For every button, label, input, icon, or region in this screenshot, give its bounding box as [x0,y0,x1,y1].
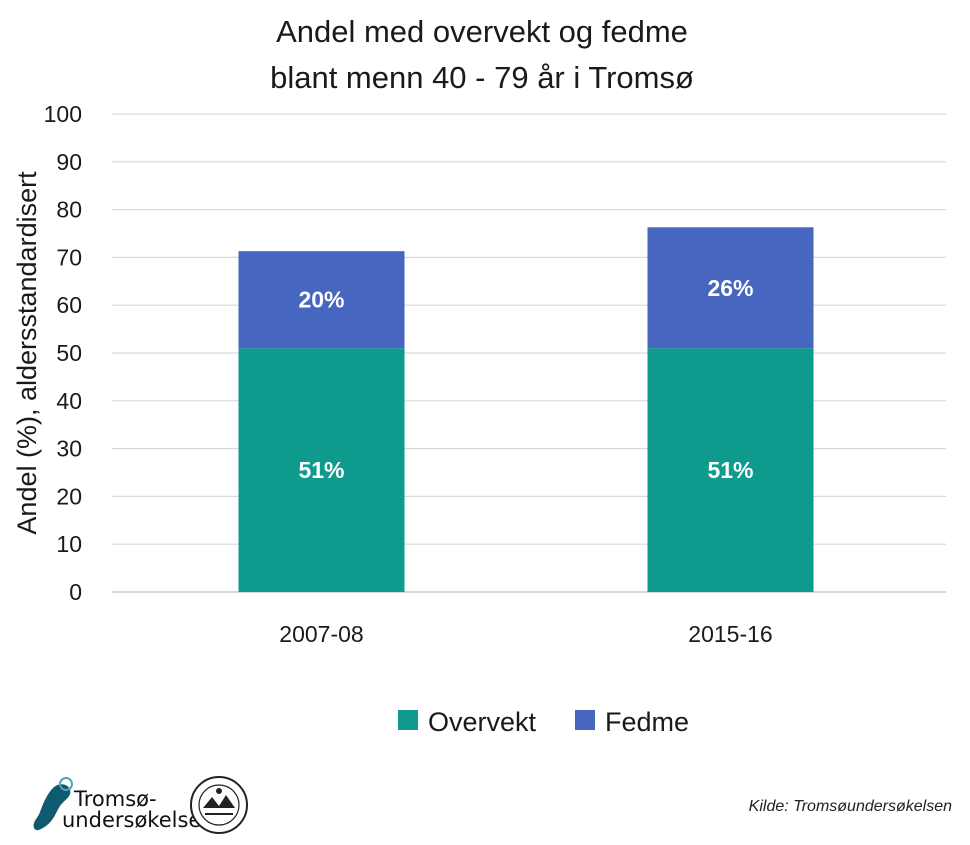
y-tick-label: 100 [44,101,82,127]
bars: 51% 20% 51% 26% [238,227,814,592]
bar-overvekt-2015-16 [647,348,814,592]
bar-fedme-2015-16 [647,227,814,349]
y-tick-label: 10 [56,531,82,557]
y-tick-label: 70 [56,244,82,270]
data-label-fedme-2015-16: 26% [707,275,753,301]
x-tick-label: 2007-08 [279,621,363,647]
gridlines [112,113,946,593]
bar-overvekt-2007-08 [238,348,405,592]
logo-dot-icon [59,777,73,791]
chart-title-line2: blant menn 40 - 79 år i Tromsø [270,60,694,95]
legend: Overvekt Fedme [398,707,689,737]
legend-label-overvekt: Overvekt [428,707,537,737]
tromso-study-logo: Tromsø- undersøkelsen [33,777,215,832]
data-label-fedme-2007-08: 20% [298,287,344,313]
y-tick-label: 20 [56,483,82,509]
y-tick-label: 40 [56,388,82,414]
y-tick-label: 30 [56,436,82,462]
legend-swatch-overvekt [398,710,418,730]
y-tick-labels: 0 10 20 30 40 50 60 70 80 90 100 [44,101,82,605]
x-tick-label: 2015-16 [688,621,772,647]
logo-text-line2: undersøkelsen [62,808,215,832]
norway-map-icon [33,784,71,831]
y-axis-label: Andel (%), aldersstandardisert [12,171,42,535]
legend-label-fedme: Fedme [605,707,689,737]
legend-swatch-fedme [575,710,595,730]
y-tick-label: 80 [56,197,82,223]
y-tick-label: 90 [56,149,82,175]
chart-title-line1: Andel med overvekt og fedme [276,14,688,49]
x-tick-labels: 2007-08 2015-16 [279,621,772,647]
data-label-overvekt-2007-08: 51% [298,457,344,483]
source-note: Kilde: Tromsøundersøkelsen [748,798,952,815]
logo-text-line1: Tromsø- [73,787,157,811]
y-tick-label: 50 [56,340,82,366]
y-tick-label: 60 [56,292,82,318]
y-tick-label: 0 [69,579,82,605]
bar-fedme-2007-08 [238,251,405,349]
data-label-overvekt-2015-16: 51% [707,457,753,483]
university-seal-icon [190,776,248,834]
